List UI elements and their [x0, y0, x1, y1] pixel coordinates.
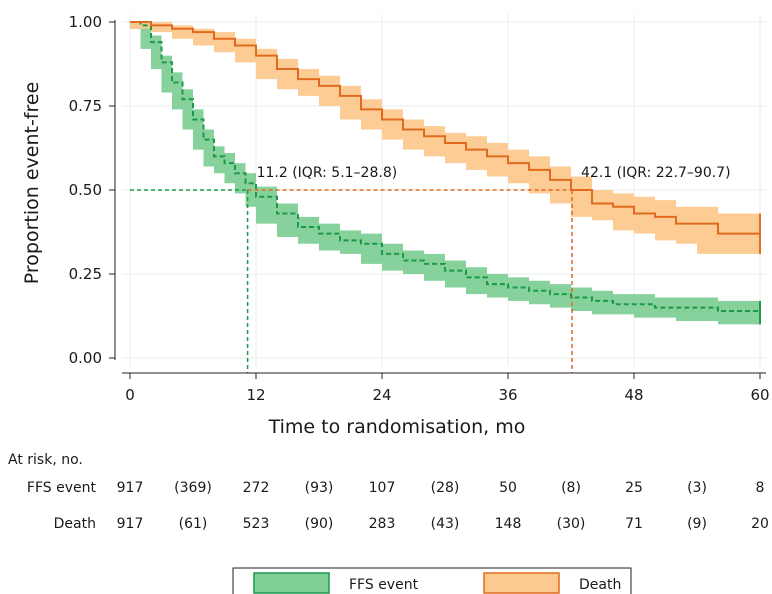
x-tick-label: 48 — [624, 386, 643, 404]
risk-cell: 20 — [751, 516, 769, 532]
risk-cell: 8 — [756, 480, 765, 496]
risk-cell: (369) — [174, 480, 212, 496]
median-annotation: 42.1 (IQR: 22.7–90.7) — [581, 165, 731, 181]
risk-cell: 71 — [625, 516, 643, 532]
x-tick-label: 60 — [750, 386, 769, 404]
y-tick-label: 0.50 — [69, 181, 102, 199]
risk-cell: (9) — [687, 516, 707, 532]
y-axis-label: Proportion event-free — [21, 82, 43, 285]
risk-cell: 50 — [499, 480, 517, 496]
risk-cell: 25 — [625, 480, 643, 496]
legend-swatch — [483, 572, 560, 594]
legend-swatch — [253, 572, 330, 594]
risk-cell: (43) — [431, 516, 460, 532]
legend: FFS event Death — [232, 567, 632, 594]
median-reference-lines — [130, 189, 573, 373]
risk-cell: (30) — [557, 516, 586, 532]
legend-label: FFS event — [349, 577, 419, 593]
risk-cell: 272 — [243, 480, 270, 496]
risk-cell: (93) — [305, 480, 334, 496]
risk-cell: 148 — [495, 516, 522, 532]
x-axis-label: Time to randomisation, mo — [268, 416, 526, 438]
risk-cell: (8) — [561, 480, 581, 496]
legend-label: Death — [579, 577, 621, 593]
median-annotation: 11.2 (IQR: 5.1–28.8) — [257, 165, 398, 181]
risk-cell: (61) — [179, 516, 208, 532]
median-annotations: 11.2 (IQR: 5.1–28.8) 42.1 (IQR: 22.7–90.7… — [257, 165, 731, 181]
risk-cell: 917 — [117, 480, 144, 496]
x-tick-label: 0 — [125, 386, 135, 404]
risk-cell: 523 — [243, 516, 270, 532]
x-tick-label: 24 — [372, 386, 391, 404]
x-tick-label: 12 — [246, 386, 265, 404]
y-tick-label: 0.00 — [69, 349, 102, 367]
survival-line-death — [130, 21, 760, 235]
risk-cell: 283 — [369, 516, 396, 532]
x-tick-label: 36 — [498, 386, 517, 404]
y-tick-label: 0.25 — [69, 265, 102, 283]
y-tick-label: 1.00 — [69, 13, 102, 31]
survival-curves — [130, 21, 761, 325]
risk-row-label: FFS event — [27, 480, 97, 496]
risk-cell: (28) — [431, 480, 460, 496]
risk-cell: 107 — [369, 480, 396, 496]
risk-cell: (90) — [305, 516, 334, 532]
risk-cell: (3) — [687, 480, 707, 496]
risk-row-label: Death — [54, 516, 96, 532]
axes: 0 12 24 36 48 60 0.00 0.25 0.50 0.75 1.00 — [69, 13, 770, 404]
risk-table: At risk, no. FFS event 917 (369) 272 (93) 107… — [8, 452, 769, 532]
risk-cell: 917 — [117, 516, 144, 532]
risk-table-title: At risk, no. — [8, 452, 83, 468]
y-tick-label: 0.75 — [69, 97, 102, 115]
survival-line-ffs-event — [130, 21, 760, 312]
